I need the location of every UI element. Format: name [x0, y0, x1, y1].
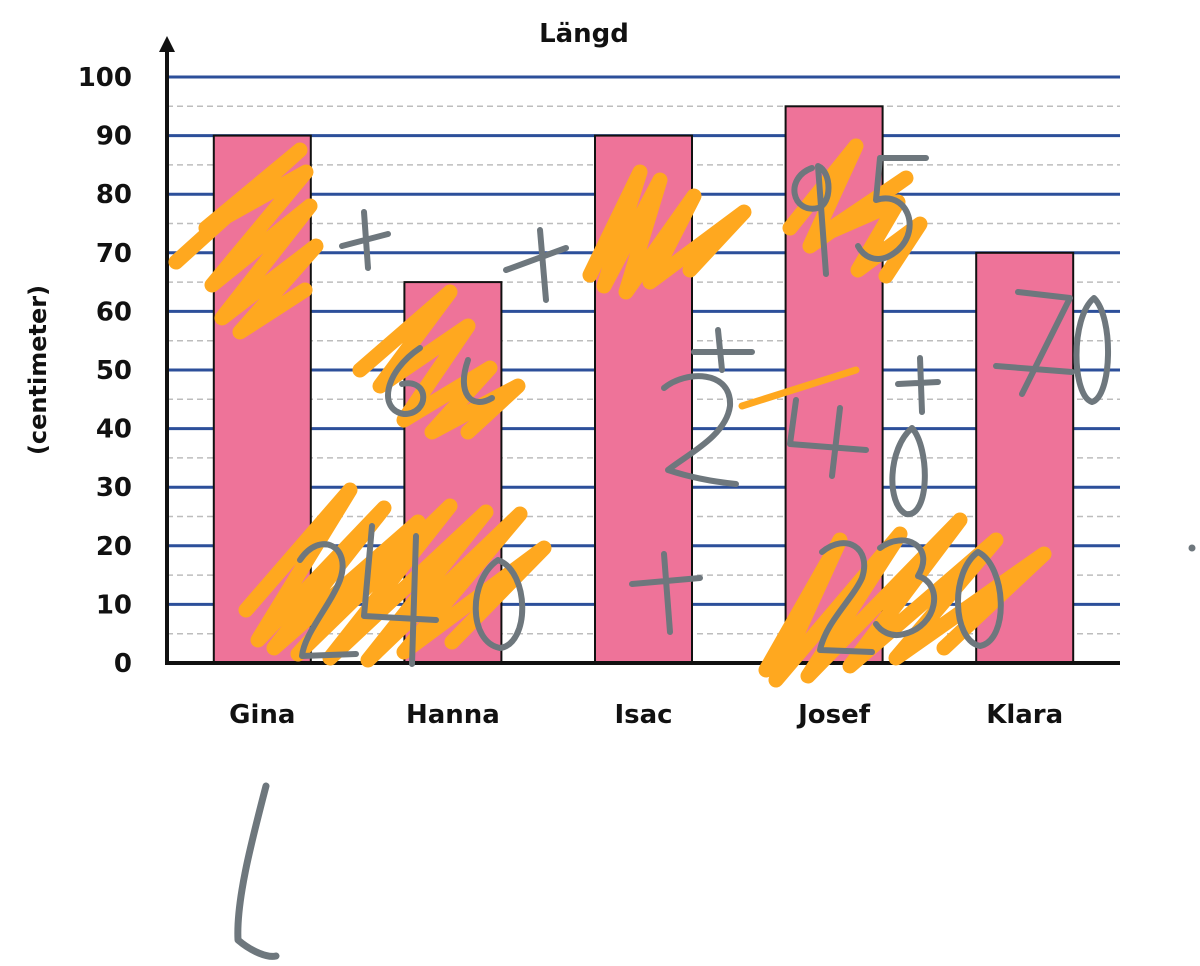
orange-scribble-josef-top	[782, 138, 928, 284]
y-tick-label: 100	[78, 63, 132, 93]
handwritten-95	[791, 155, 929, 277]
orange-scribble-gina-top	[168, 142, 324, 340]
handwritten-plus-5	[629, 551, 703, 635]
y-tick-label: 30	[96, 473, 132, 503]
x-tick-label: Gina	[229, 700, 295, 730]
handwritten-230	[817, 537, 1004, 655]
orange-scribbles	[168, 138, 1052, 688]
x-tick-labels: Gina Hanna Isac Josef Klara	[229, 700, 1063, 730]
handwritten-stroke-1	[234, 782, 280, 960]
y-tick-label: 80	[96, 180, 132, 210]
y-tick-label: 90	[96, 122, 132, 152]
y-tick-label: 50	[96, 356, 132, 386]
handwritten-dot	[1188, 544, 1196, 552]
chart-title: Längd	[539, 19, 629, 49]
y-tick-labels: 0 10 20 30 40 50 60 70 80 90 100	[78, 63, 132, 679]
y-tick-label: 70	[96, 239, 132, 269]
handwritten-240	[297, 523, 526, 667]
orange-scribble-gina-bottom	[238, 482, 552, 668]
y-tick-label: 10	[96, 590, 132, 620]
handwritten-plus-3	[691, 327, 755, 373]
handwritten-digits-hanna	[385, 345, 495, 417]
orange-scribble-josef-bottom	[758, 512, 1052, 688]
orange-strike-line	[738, 366, 860, 410]
handwritten-annotations	[168, 138, 1196, 960]
x-tick-label: Josef	[796, 700, 871, 730]
handwritten-plus-2	[503, 227, 569, 303]
handwritten-2	[661, 373, 739, 487]
x-tick-label: Isac	[614, 700, 672, 730]
orange-scribble-isac-top	[582, 164, 752, 300]
axes	[159, 36, 1120, 665]
handwritten-70	[993, 289, 1111, 405]
y-tick-label: 60	[96, 297, 132, 327]
y-tick-label: 20	[96, 532, 132, 562]
x-tick-label: Klara	[986, 700, 1063, 730]
y-axis-title: (centimeter)	[24, 285, 52, 455]
x-tick-label: Hanna	[406, 700, 500, 730]
y-axis-arrow	[159, 36, 175, 52]
handwritten-plus-1	[339, 209, 391, 271]
y-tick-label: 0	[114, 649, 132, 679]
y-tick-label: 40	[96, 415, 132, 445]
handwritten-40	[787, 397, 928, 518]
handwritten-plus-4	[895, 355, 941, 415]
gray-handwriting	[234, 155, 1196, 960]
